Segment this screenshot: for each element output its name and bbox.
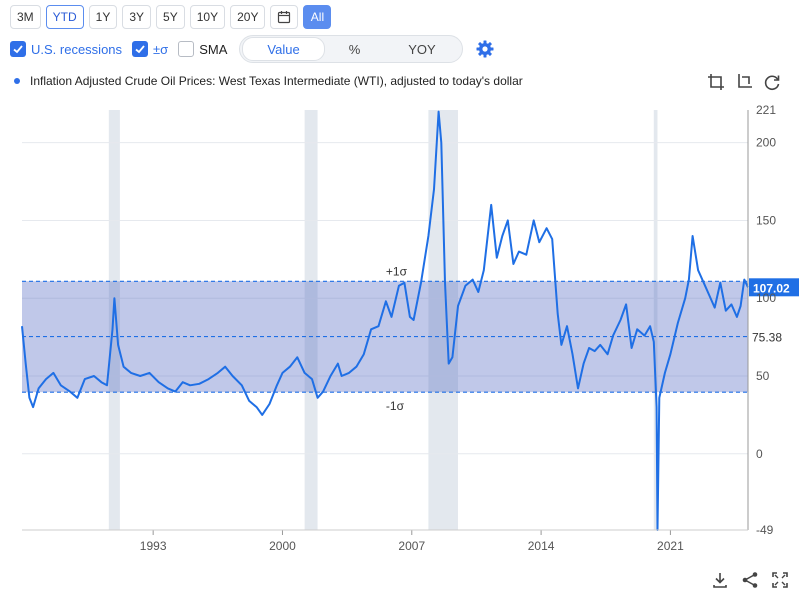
y-tick-label: 0 bbox=[756, 447, 763, 461]
sma-checkbox[interactable] bbox=[178, 41, 195, 57]
download-icon[interactable] bbox=[710, 570, 730, 590]
sigma-band: +1σ -1σ 75.38 bbox=[22, 264, 782, 413]
mode-value-tab[interactable]: Value bbox=[242, 37, 325, 61]
check-icon bbox=[135, 45, 145, 54]
recession-shading bbox=[108, 110, 658, 530]
recession-band bbox=[653, 110, 658, 530]
chart-tools bbox=[706, 72, 782, 92]
oil-price-chart: +1σ -1σ 75.38 107.02 221 200 150 100 50 0 -49 199… bbox=[21, 103, 799, 553]
crop-alt-icon[interactable] bbox=[734, 72, 754, 92]
recessions-label: U.S. recessions bbox=[31, 41, 123, 57]
range-1y-button[interactable]: 1Y bbox=[88, 5, 118, 29]
calendar-button[interactable] bbox=[270, 5, 299, 29]
y-tick-label: -49 bbox=[756, 523, 774, 537]
calendar-icon bbox=[278, 11, 291, 24]
range-3m-button[interactable]: 3M bbox=[10, 5, 41, 29]
y-tick-label: 50 bbox=[756, 369, 770, 383]
price-series: 107.02 bbox=[21, 110, 799, 531]
minus-sigma-label: -1σ bbox=[386, 399, 405, 413]
y-tick-label: 150 bbox=[756, 213, 776, 227]
range-20y-button[interactable]: 20Y bbox=[230, 5, 266, 29]
range-ytd-button[interactable]: YTD bbox=[45, 5, 84, 29]
last-value-badge bbox=[749, 278, 799, 297]
range-3y-button[interactable]: 3Y bbox=[122, 5, 152, 29]
sma-toggle[interactable]: SMA bbox=[178, 41, 227, 57]
mode-percent-tab[interactable]: % bbox=[348, 41, 361, 57]
fullscreen-icon[interactable] bbox=[770, 570, 790, 590]
x-tick-label: 2014 bbox=[528, 539, 555, 553]
range-10y-button[interactable]: 10Y bbox=[189, 5, 226, 29]
options-row: U.S. recessions ±σ SMA Value % YOY bbox=[10, 35, 495, 63]
x-tick-label: 2021 bbox=[657, 539, 684, 553]
recessions-checkbox[interactable] bbox=[10, 41, 26, 57]
axes: 221 200 150 100 50 0 -49 1993 2000 2007 2014 2021 bbox=[22, 103, 776, 553]
export-tools bbox=[710, 570, 790, 590]
range-all-button[interactable]: All bbox=[303, 5, 332, 29]
range-selector: 3M YTD 1Y 3Y 5Y 10Y 20Y All bbox=[10, 5, 332, 31]
x-tick-label: 2007 bbox=[398, 539, 425, 553]
series-legend: Inflation Adjusted Crude Oil Prices: Wes… bbox=[14, 74, 523, 88]
series-title: Inflation Adjusted Crude Oil Prices: Wes… bbox=[30, 74, 523, 88]
sigma-label: ±σ bbox=[153, 41, 169, 57]
recessions-toggle[interactable]: U.S. recessions bbox=[10, 41, 122, 57]
mode-switch: Value % YOY bbox=[239, 35, 463, 63]
crop-icon[interactable] bbox=[706, 72, 726, 92]
sma-label: SMA bbox=[199, 41, 228, 57]
share-icon[interactable] bbox=[740, 570, 760, 590]
series-color-dot bbox=[14, 78, 20, 84]
x-tick-label: 1993 bbox=[140, 539, 167, 553]
refresh-icon[interactable] bbox=[762, 72, 782, 92]
last-value-label: 107.02 bbox=[753, 281, 790, 295]
y-tick-label: 221 bbox=[756, 103, 776, 117]
gridlines bbox=[22, 142, 748, 455]
price-line bbox=[21, 110, 749, 531]
recession-band bbox=[304, 110, 318, 530]
sigma-checkbox[interactable] bbox=[132, 41, 149, 57]
y-tick-label: 200 bbox=[756, 136, 776, 150]
check-icon bbox=[13, 45, 23, 54]
range-5y-button[interactable]: 5Y bbox=[156, 5, 185, 29]
y-tick-label: 100 bbox=[756, 291, 776, 305]
sigma-toggle[interactable]: ±σ bbox=[132, 41, 168, 57]
x-tick-label: 2000 bbox=[269, 539, 296, 553]
gear-icon[interactable] bbox=[475, 39, 495, 59]
mode-yoy-tab[interactable]: YOY bbox=[408, 41, 436, 57]
plus-sigma-label: +1σ bbox=[386, 264, 408, 278]
recession-band bbox=[108, 110, 120, 530]
mean-value-label: 75.38 bbox=[752, 331, 782, 345]
